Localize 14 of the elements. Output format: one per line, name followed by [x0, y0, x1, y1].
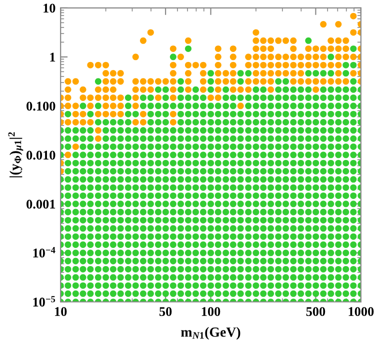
x-tick-label: 50: [159, 307, 172, 316]
y-tick-label: 10$^{−5}$: [33, 296, 56, 307]
x-tick-label: 500: [306, 307, 326, 316]
y-tick-label: 10$^{−4}$: [33, 247, 56, 258]
x-axis-title: m$_{N1}$(GeV): [181, 327, 240, 340]
y-tick-label: 0.001: [26, 200, 56, 209]
y-tick-label: 0.010: [26, 150, 56, 160]
x-tick-label: 100: [202, 307, 220, 316]
y-tick-label: 10: [44, 4, 56, 13]
y-axis-title: |(y$_{Φ}$)$_{μ1}$|$^{2}$: [8, 132, 24, 178]
y-tick-label: 1: [50, 52, 56, 62]
y-tick-label: 0.100: [26, 102, 56, 111]
x-tick-label: 1000: [348, 307, 374, 316]
x-tick-label: 10: [55, 307, 67, 316]
